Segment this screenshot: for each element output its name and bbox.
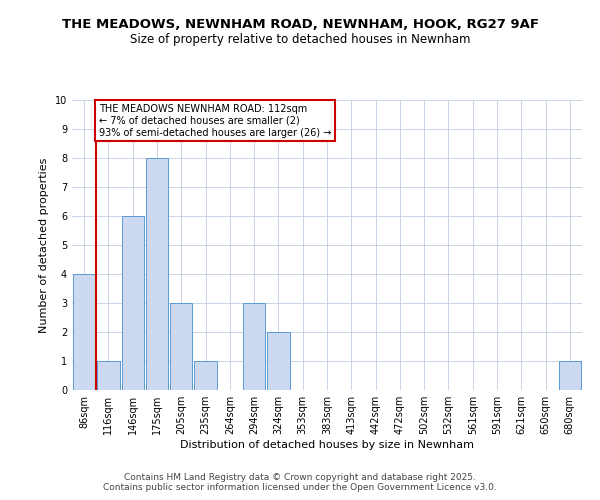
Text: Contains HM Land Registry data © Crown copyright and database right 2025.
Contai: Contains HM Land Registry data © Crown c… — [103, 473, 497, 492]
Bar — [97, 361, 119, 390]
Bar — [146, 158, 168, 390]
Text: THE MEADOWS, NEWNHAM ROAD, NEWNHAM, HOOK, RG27 9AF: THE MEADOWS, NEWNHAM ROAD, NEWNHAM, HOOK… — [62, 18, 539, 30]
Bar — [559, 361, 581, 390]
X-axis label: Distribution of detached houses by size in Newnham: Distribution of detached houses by size … — [180, 440, 474, 450]
Y-axis label: Number of detached properties: Number of detached properties — [40, 158, 49, 332]
Text: Size of property relative to detached houses in Newnham: Size of property relative to detached ho… — [130, 32, 470, 46]
Bar — [73, 274, 95, 390]
Bar — [194, 361, 217, 390]
Text: THE MEADOWS NEWNHAM ROAD: 112sqm
← 7% of detached houses are smaller (2)
93% of : THE MEADOWS NEWNHAM ROAD: 112sqm ← 7% of… — [99, 104, 332, 138]
Bar — [170, 303, 193, 390]
Bar — [267, 332, 290, 390]
Bar — [243, 303, 265, 390]
Bar — [122, 216, 144, 390]
